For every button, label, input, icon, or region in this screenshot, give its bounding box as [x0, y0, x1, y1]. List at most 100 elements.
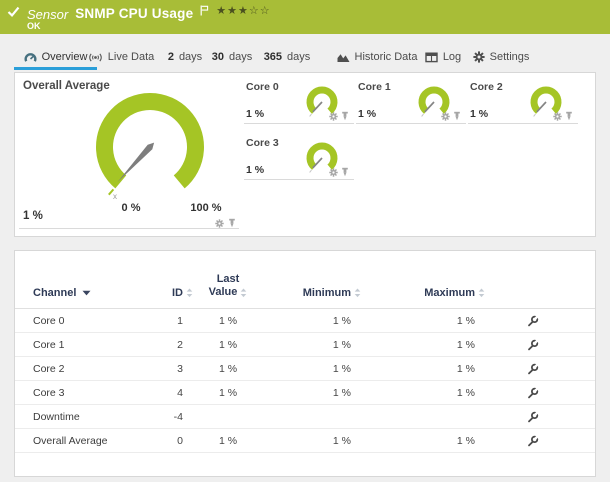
small-gear-icon[interactable] — [441, 111, 450, 121]
overall-gauge-actions — [215, 218, 236, 228]
small-gear-icon[interactable] — [329, 167, 338, 177]
gauge-actions — [329, 167, 349, 177]
channel-settings-button[interactable] — [527, 362, 539, 375]
channel-settings-button[interactable] — [527, 314, 539, 327]
gauge-icon — [24, 52, 37, 63]
core-gauge — [301, 140, 343, 178]
table-row-core-0[interactable]: Core 0 1 1 % 1 % 1 % — [15, 309, 595, 333]
gauge-actions — [553, 111, 573, 121]
priority-star-4[interactable]: ☆ — [248, 4, 259, 17]
column-header-id[interactable]: ID — [172, 287, 193, 299]
gauge-title: Core 0 — [246, 81, 279, 93]
pin-icon[interactable] — [228, 218, 236, 228]
channel-table-panel: Channel ID Last Value Minimum Maximum — [14, 250, 596, 477]
gauges-panel: Overall Average x 0 % 100 % 1 % Core 0 1 … — [14, 72, 596, 237]
sort-icon — [240, 288, 247, 298]
gauge-cell-core-1: Core 1 1 % — [356, 79, 466, 124]
cell-id: -4 — [173, 410, 183, 423]
table-header-row: Channel ID Last Value Minimum Maximum — [15, 251, 595, 309]
core-gauge — [301, 84, 343, 122]
tab-2-days[interactable]: 2 days — [165, 47, 205, 67]
tab-label: Historic Data — [354, 51, 418, 63]
cell-minimum: 1 % — [332, 314, 351, 327]
tab-live-data[interactable]: Live Data — [89, 47, 154, 67]
divider — [19, 228, 239, 229]
small-gear-icon[interactable] — [215, 218, 224, 228]
gauge-value: 1 % — [246, 164, 265, 176]
priority-star-3[interactable]: ★ — [238, 4, 248, 17]
pin-icon[interactable] — [565, 111, 573, 121]
tab-historic-data[interactable]: Historic Data — [337, 47, 417, 67]
tab-overview[interactable]: Overview — [14, 47, 97, 70]
gauge-marker: x — [113, 192, 117, 201]
cell-last-value: 1 % — [219, 362, 238, 375]
column-header-channel[interactable]: Channel — [33, 287, 167, 299]
gauge-value: 1 % — [246, 108, 265, 120]
tab-number: 365 — [263, 51, 283, 63]
cell-channel: Overall Average — [33, 434, 108, 447]
cell-id: 3 — [177, 362, 183, 375]
sensor-title: SNMP CPU Usage — [75, 6, 194, 21]
overall-gauge-title: Overall Average — [23, 80, 110, 92]
gauge-actions — [329, 111, 349, 121]
table-row-core-3[interactable]: Core 3 4 1 % 1 % 1 % — [15, 381, 595, 405]
core-gauge — [413, 84, 455, 122]
overall-average-gauge — [90, 89, 210, 209]
small-gear-icon[interactable] — [553, 111, 562, 121]
table-row-core-1[interactable]: Core 1 2 1 % 1 % 1 % — [15, 333, 595, 357]
cell-maximum: 1 % — [456, 386, 475, 399]
sensor-type-label: Sensor — [27, 7, 69, 22]
column-header-last-value[interactable]: Last Value — [209, 273, 248, 299]
tab-log[interactable]: Log — [424, 47, 462, 67]
table-row-overall-average[interactable]: Overall Average 0 1 % 1 % 1 % — [15, 429, 595, 453]
small-gear-icon[interactable] — [329, 111, 338, 121]
column-header-minimum[interactable]: Minimum — [303, 287, 361, 299]
channel-settings-button[interactable] — [527, 338, 539, 351]
gauge-cell-core-0: Core 0 1 % — [244, 79, 354, 124]
gauge-cell-core-2: Core 2 1 % — [468, 79, 578, 124]
tab-settings[interactable]: Settings — [473, 47, 529, 67]
priority-star-1[interactable]: ★ — [216, 4, 227, 17]
priority-star-2[interactable]: ★ — [227, 4, 238, 17]
pin-icon[interactable] — [341, 167, 349, 177]
wrench-icon[interactable] — [527, 338, 539, 351]
tab-number: 2 — [167, 51, 174, 63]
sort-icon — [354, 288, 361, 298]
channel-settings-button[interactable] — [527, 410, 539, 423]
table-body: Core 0 1 1 % 1 % 1 % Core 1 2 1 % 1 % 1 % Core 2 3 1… — [15, 309, 595, 453]
table-row-downtime[interactable]: Downtime -4 — [15, 405, 595, 429]
table-row-core-2[interactable]: Core 2 3 1 % 1 % 1 % — [15, 357, 595, 381]
tab-number: 30 — [211, 51, 224, 63]
wrench-icon[interactable] — [527, 434, 539, 447]
channel-settings-button[interactable] — [527, 434, 539, 447]
gauge-title: Core 1 — [358, 81, 391, 93]
cell-maximum: 1 % — [456, 338, 475, 351]
overall-gauge-value: 1 % — [23, 210, 43, 222]
gear-icon — [473, 51, 485, 63]
cell-id: 1 — [177, 314, 183, 327]
gauge-scale-max: 100 % — [190, 202, 222, 214]
priority-star-5[interactable]: ☆ — [259, 4, 270, 17]
channel-settings-button[interactable] — [527, 386, 539, 399]
wrench-icon[interactable] — [527, 386, 539, 399]
gauge-title: Core 3 — [246, 137, 279, 149]
tab-label: days — [287, 51, 311, 63]
pin-icon[interactable] — [453, 111, 461, 121]
gauge-title: Core 2 — [470, 81, 503, 93]
sort-icon — [478, 288, 485, 298]
pin-icon[interactable] — [341, 111, 349, 121]
flag-icon[interactable] — [200, 5, 209, 16]
broadcast-icon — [88, 52, 103, 63]
cell-last-value: 1 % — [219, 386, 238, 399]
wrench-icon[interactable] — [527, 362, 539, 375]
gauge-actions — [441, 111, 461, 121]
tab-label: Settings — [489, 51, 530, 63]
column-header-maximum[interactable]: Maximum — [424, 287, 485, 299]
tab-30-days[interactable]: 30 days — [209, 47, 255, 67]
tab-365-days[interactable]: 365 days — [261, 47, 313, 67]
cell-channel: Core 3 — [33, 386, 65, 399]
gauge-value: 1 % — [470, 108, 489, 120]
wrench-icon[interactable] — [527, 410, 539, 423]
wrench-icon[interactable] — [527, 314, 539, 327]
